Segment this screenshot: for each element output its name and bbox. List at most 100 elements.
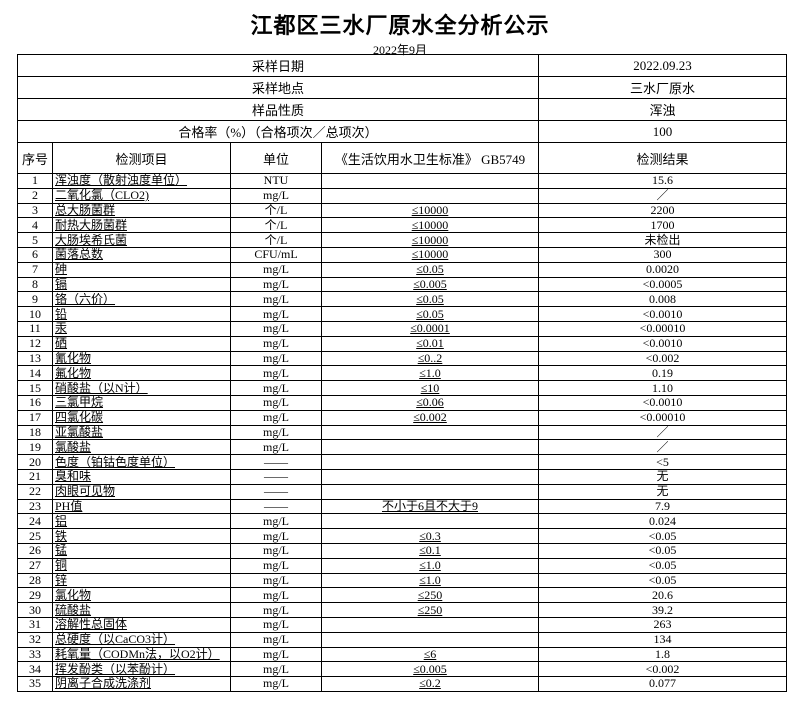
standard-limit: ≤10000	[320, 246, 540, 263]
row-index-text: 23	[29, 499, 41, 513]
row-index: 30	[17, 602, 53, 618]
test-result-text: <0.0005	[642, 277, 683, 291]
unit: mg/L	[230, 409, 322, 426]
item-name-text: 镉	[55, 277, 68, 291]
unit-text: 个/L	[264, 203, 288, 217]
table-row: 22 肉眼可见物 —— 无	[17, 483, 788, 500]
standard-limit: ≤10000	[320, 202, 540, 219]
unit-text: mg/L	[263, 617, 289, 632]
row-index: 27	[17, 557, 53, 574]
row-index-text: 9	[32, 291, 38, 306]
test-result: 1.10	[538, 380, 788, 396]
standard-limit	[320, 424, 540, 441]
test-result-text: 未检出	[644, 232, 681, 247]
unit: mg/L	[230, 394, 322, 411]
test-result: <0.00010	[538, 409, 788, 426]
standard-limit	[320, 454, 540, 470]
table-row: 30 硫酸盐 mg/L ≤250 39.2	[17, 602, 788, 618]
unit-text: ——	[264, 469, 288, 484]
item-name-text: PH值	[55, 499, 83, 513]
row-index-text: 24	[29, 513, 41, 528]
info-value: 浑浊	[538, 98, 788, 121]
table-row: 8 镉 mg/L ≤0.005 <0.0005	[17, 276, 788, 293]
item-name: 挥发酚类（以苯酚计）	[52, 661, 231, 678]
row-index: 23	[17, 498, 53, 515]
row-index: 3	[17, 202, 53, 219]
unit: mg/L	[230, 350, 322, 367]
page-title: 江都区三水厂原水全分析公示	[250, 14, 550, 39]
item-name: 亚氯酸盐	[52, 424, 231, 441]
unit-text: mg/L	[263, 661, 289, 676]
unit: mg/L	[230, 365, 322, 382]
standard-limit-text: ≤0.005	[413, 661, 447, 676]
standard-limit-text: ≤10000	[411, 232, 449, 247]
header-standard: 《生活饮用水卫生标准》 GB5749	[320, 142, 540, 174]
standard-limit-text: ≤0.06	[416, 395, 444, 410]
info-label: 样品性质	[16, 98, 540, 121]
unit: mg/L	[230, 616, 322, 633]
info-value: 2022.09.23	[538, 54, 788, 77]
item-name-text: 铜	[55, 558, 68, 573]
unit-text: 个/L	[264, 232, 288, 247]
test-result-text: 0.077	[649, 676, 677, 691]
standard-limit: ≤0.0001	[320, 320, 540, 337]
item-name: 铁	[52, 528, 231, 544]
row-index: 15	[17, 380, 53, 396]
item-name-text: 硫酸盐	[55, 602, 92, 617]
row-index: 17	[17, 409, 53, 426]
table-row: 17 四氯化碳 mg/L ≤0.002 <0.00010	[17, 409, 788, 426]
item-name-text: 三氯甲烷	[55, 395, 104, 410]
row-index-text: 13	[29, 351, 41, 365]
table-row: 9 铬（六价） mg/L ≤0.05 0.008	[17, 291, 788, 308]
table-row: 11 汞 mg/L ≤0.0001 <0.00010	[17, 320, 788, 337]
header-unit: 单位	[230, 142, 322, 174]
item-name-text: 砷	[55, 262, 68, 277]
standard-limit	[320, 173, 540, 189]
table-row: 14 氟化物 mg/L ≤1.0 0.19	[17, 365, 788, 382]
row-index: 12	[17, 335, 53, 352]
standard-limit: ≤0.05	[320, 306, 540, 322]
item-name: 铅	[52, 306, 231, 322]
item-name-text: 锌	[55, 573, 68, 587]
item-name: 氰化物	[52, 350, 231, 367]
standard-limit: ≤10000	[320, 232, 540, 248]
unit-text: mg/L	[263, 513, 289, 528]
item-name-text: 硒	[55, 336, 68, 351]
unit: mg/L	[230, 587, 322, 604]
unit: mg/L	[230, 528, 322, 544]
test-result-text: 20.6	[652, 587, 674, 602]
test-result: 39.2	[538, 602, 788, 618]
item-name: 色度（铂钴色度单位）	[52, 454, 231, 470]
test-result-text: <0.002	[645, 661, 680, 676]
item-name-text: 氰化物	[55, 351, 92, 365]
item-name-text: 铝	[55, 513, 68, 528]
page-subtitle: 2022年9月	[372, 43, 427, 57]
item-name: PH值	[52, 498, 231, 515]
test-result-text: <0.05	[648, 558, 677, 573]
row-index-text: 7	[32, 262, 38, 277]
item-name-text: 四氯化碳	[55, 410, 104, 425]
row-index: 22	[17, 483, 53, 500]
row-index-text: 33	[29, 647, 41, 661]
unit: 个/L	[230, 232, 322, 248]
row-index: 9	[17, 291, 53, 308]
unit: mg/L	[230, 291, 322, 308]
unit: mg/L	[230, 542, 322, 559]
row-index-text: 31	[29, 617, 41, 632]
unit-text: mg/L	[263, 439, 289, 454]
unit: mg/L	[230, 676, 322, 692]
row-index: 19	[17, 439, 53, 456]
unit-text: mg/L	[263, 188, 289, 203]
row-index: 21	[17, 468, 53, 485]
table-row: 26 锰 mg/L ≤0.1 <0.05	[17, 542, 788, 559]
item-name-text: 肉眼可见物	[55, 484, 116, 499]
table-row: 25 铁 mg/L ≤0.3 <0.05	[17, 528, 788, 544]
row-index-text: 17	[29, 410, 41, 425]
standard-limit	[320, 616, 540, 633]
unit: mg/L	[230, 557, 322, 574]
item-name-text: 总硬度（以CaCO3计）	[55, 632, 176, 647]
item-name-text: 臭和味	[55, 469, 92, 484]
table-row: 2 二氧化氯（CLO2) mg/L ／	[17, 187, 788, 204]
row-index: 16	[17, 394, 53, 411]
standard-limit-text: ≤10	[420, 380, 440, 395]
